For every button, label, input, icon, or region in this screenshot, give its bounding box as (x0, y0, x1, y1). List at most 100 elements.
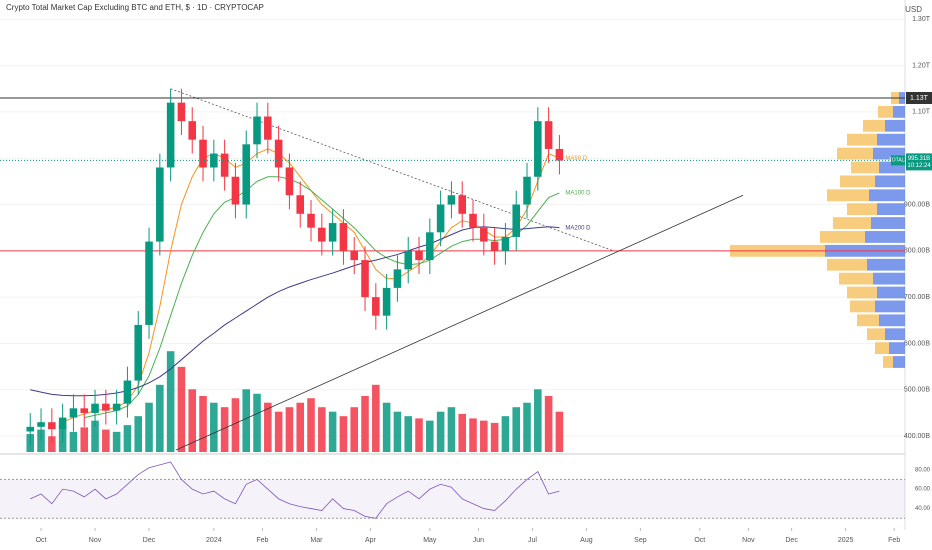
candle-body (501, 236, 510, 251)
volume-bar (404, 416, 413, 452)
candle-body (307, 213, 315, 228)
candle-body (555, 148, 564, 161)
profile-down (877, 286, 905, 299)
profile-up (867, 328, 885, 341)
candle-body (523, 176, 531, 205)
volume-bar (512, 407, 520, 452)
profile-up (878, 105, 893, 118)
profile-up (863, 119, 885, 132)
volume-bar (339, 416, 348, 452)
candle-body (382, 287, 391, 316)
volume-bar (480, 420, 488, 452)
candle-body (231, 176, 240, 205)
volume-bar (231, 398, 240, 452)
volume-bar (156, 384, 164, 452)
candle-body (328, 223, 337, 242)
x-tick-label: Nov (742, 537, 755, 544)
volume-bar (415, 418, 423, 452)
y-tick-label: 900.00B (904, 201, 930, 208)
x-tick-label: May (423, 537, 437, 544)
profile-down (873, 272, 905, 285)
candle-body (102, 403, 110, 411)
profile-down (877, 133, 905, 146)
volume-bar (458, 413, 466, 452)
volume-bar (166, 351, 175, 452)
last-price-label: 995.31B (908, 156, 930, 162)
profile-down (889, 342, 905, 355)
profile-up (840, 175, 875, 188)
volume-bar (350, 407, 359, 452)
profile-down (885, 328, 905, 341)
profile-up (847, 286, 877, 299)
profile-up (850, 300, 875, 313)
x-tick-label: Jul (528, 537, 537, 544)
symbol-label: TOTAL3 (889, 158, 908, 164)
profile-up (847, 133, 877, 146)
profile-up (875, 342, 889, 355)
volume-bar (112, 431, 121, 452)
candle-body (91, 403, 99, 413)
level-label-box (906, 92, 932, 104)
y-tick-label: 1.20T (912, 62, 931, 69)
candle-body (404, 250, 413, 270)
rsi-band (0, 479, 905, 519)
rsi-tick-label: 40.00 (915, 506, 931, 512)
volume-bar (102, 429, 110, 452)
candle-body (480, 227, 488, 242)
volume-bar (285, 407, 294, 452)
profile-down (879, 161, 905, 174)
x-tick-label: Feb (888, 537, 900, 544)
volume-bar (80, 427, 89, 452)
x-tick-label: Aug (580, 537, 593, 544)
profile-up (883, 356, 893, 368)
profile-up (857, 314, 879, 327)
candle-body (393, 269, 402, 288)
candle-body (436, 204, 445, 233)
candle-body (318, 227, 326, 242)
x-tick-label: Jun (473, 537, 484, 544)
trendline (170, 88, 614, 252)
volume-bar (48, 436, 56, 452)
last-price-box (906, 153, 932, 171)
volume-bar (307, 398, 315, 452)
volume-bar (123, 425, 132, 452)
candle-body (37, 422, 45, 427)
candle-body (123, 380, 132, 404)
volume-bar (253, 393, 261, 452)
candle-body (285, 167, 294, 196)
x-tick-label: 2024 (206, 537, 222, 544)
x-tick-label: Mar (310, 537, 323, 544)
x-tick-label: Oct (694, 537, 705, 544)
rsi-tick-label: 60.00 (915, 487, 931, 493)
candle-body (253, 116, 261, 145)
candle-body (58, 417, 67, 430)
y-tick-label: 800.00B (904, 248, 930, 255)
x-tick-label: Feb (256, 537, 268, 544)
profile-down (893, 105, 905, 118)
profile-down (871, 217, 905, 229)
symbol-box (891, 155, 905, 166)
profile-down (885, 119, 905, 132)
candle-body (80, 408, 89, 413)
volume-bar (134, 416, 143, 452)
candle-body (48, 422, 56, 430)
level-label: 1.13T (910, 95, 929, 102)
candle-body (447, 195, 456, 205)
candle-body (264, 116, 272, 140)
volume-bar (264, 402, 272, 452)
x-tick-label: Sep (634, 537, 647, 544)
profile-down (865, 231, 905, 243)
profile-down (873, 147, 905, 160)
profile-up (827, 258, 867, 271)
volume-bar (361, 396, 369, 452)
profile-up (839, 272, 873, 285)
volume-bar (490, 422, 499, 452)
rsi-tick-label: 80.00 (915, 467, 931, 473)
profile-down (879, 314, 905, 327)
candle-body (372, 297, 380, 316)
profile-down (869, 189, 905, 202)
volume-bar (296, 402, 305, 452)
volume-bar (199, 396, 207, 452)
